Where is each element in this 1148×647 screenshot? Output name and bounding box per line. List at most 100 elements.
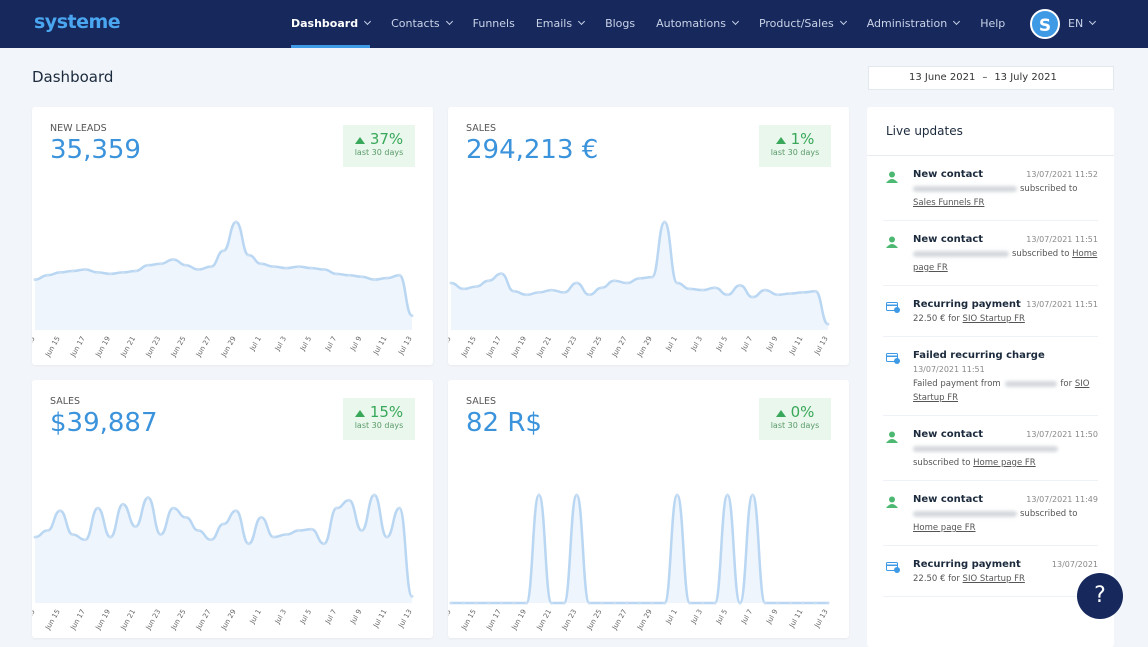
menu-item[interactable]: Automations bbox=[656, 0, 739, 48]
x-tick-label: Jun 25 bbox=[169, 608, 187, 632]
point bbox=[688, 287, 692, 291]
item-title: Failed recurring charge bbox=[913, 350, 1045, 361]
x-tick-label: Jun 23 bbox=[560, 608, 578, 632]
x-tick-label: Jun 25 bbox=[169, 335, 187, 359]
point bbox=[196, 268, 200, 272]
point bbox=[184, 263, 188, 267]
language[interactable]: EN bbox=[1068, 0, 1097, 48]
live-item: New contact 13/07/2021 11:51 subscribed to… bbox=[883, 221, 1098, 286]
point bbox=[96, 506, 100, 510]
menu-label[interactable]: Administration bbox=[866, 17, 948, 30]
chart: Jun 13 Jun 15 Jun 17 Jun 19 Jun 21 Jun 23 Jun … bbox=[448, 493, 830, 632]
menu-item[interactable]: Help bbox=[980, 0, 1005, 48]
point bbox=[449, 601, 453, 605]
point bbox=[462, 601, 466, 605]
item-body: Failed payment from for SIO Startup FR bbox=[913, 377, 1098, 405]
item-link[interactable]: SIO Startup FR bbox=[962, 574, 1025, 584]
icon bbox=[886, 236, 898, 253]
point bbox=[297, 529, 301, 533]
x-tick-label: Jun 13 bbox=[448, 608, 453, 632]
point bbox=[58, 509, 62, 513]
point bbox=[247, 542, 251, 546]
point bbox=[372, 493, 376, 497]
x-tick-label: Jul 9 bbox=[348, 335, 363, 353]
x-tick-label: Jun 19 bbox=[94, 335, 112, 359]
point bbox=[347, 273, 351, 277]
line bbox=[450, 493, 828, 605]
menu-item[interactable]: Contacts bbox=[391, 0, 453, 48]
point bbox=[788, 292, 792, 296]
menu-item[interactable]: Product/Sales bbox=[758, 0, 847, 48]
point bbox=[410, 594, 414, 598]
item-title: New contact bbox=[913, 429, 984, 440]
menu-label[interactable]: Help bbox=[980, 17, 1006, 30]
item-link[interactable]: Home page FR bbox=[973, 458, 1036, 468]
x-tick-label: Jun 27 bbox=[194, 608, 212, 632]
point bbox=[209, 265, 213, 269]
point bbox=[46, 273, 50, 277]
menu-item[interactable]: Administration bbox=[866, 0, 961, 48]
point bbox=[159, 533, 163, 537]
card-value: 82 R$ bbox=[466, 408, 542, 438]
item-text: subscribed to bbox=[1012, 249, 1070, 259]
item-body: subscribed to Sales Funnels FR bbox=[913, 182, 1098, 210]
blurred-email bbox=[913, 510, 1017, 517]
point bbox=[575, 281, 579, 285]
item-link[interactable]: Sales Funnels FR bbox=[913, 198, 985, 208]
date-range[interactable]: 13 June 2021–13 July 2021 bbox=[868, 66, 1114, 90]
point bbox=[83, 538, 87, 542]
menu-label[interactable]: Emails bbox=[535, 17, 573, 30]
avatar[interactable]: S bbox=[1030, 9, 1060, 39]
item-time: 13/07/2021 bbox=[1051, 560, 1098, 569]
menu-label[interactable]: Dashboard bbox=[291, 17, 359, 30]
point bbox=[826, 601, 830, 605]
menu-item[interactable]: Dashboard bbox=[291, 0, 372, 48]
area bbox=[35, 495, 412, 603]
item-link[interactable]: SIO Startup FR bbox=[913, 379, 1090, 403]
logo[interactable]: systeme bbox=[34, 11, 121, 33]
point bbox=[763, 288, 767, 292]
x-tick-label: Jul 7 bbox=[323, 608, 338, 626]
point bbox=[134, 269, 138, 273]
date-start: 13 June 2021 bbox=[909, 72, 976, 83]
point bbox=[360, 529, 364, 533]
menu-label[interactable]: Funnels bbox=[472, 17, 515, 30]
item-link[interactable]: Home page FR bbox=[913, 523, 976, 533]
item-link[interactable]: Home page FR bbox=[913, 249, 1098, 273]
point bbox=[121, 502, 125, 506]
menu-item[interactable]: Blogs bbox=[605, 0, 635, 48]
help-button[interactable]: ? bbox=[1077, 573, 1123, 619]
point bbox=[184, 515, 188, 519]
language-label[interactable]: EN bbox=[1068, 17, 1084, 30]
point bbox=[234, 220, 238, 224]
item-time: 13/07/2021 11:52 bbox=[1026, 170, 1098, 179]
menu-label[interactable]: Automations bbox=[656, 17, 726, 30]
point bbox=[612, 279, 616, 283]
x-tick-label: Jun 21 bbox=[119, 608, 137, 632]
item-body: subscribed to Home page FR bbox=[913, 507, 1098, 535]
x-tick-label: Jun 29 bbox=[635, 335, 653, 359]
x-tick-label: Jul 3 bbox=[689, 608, 704, 626]
menu-item[interactable]: Funnels bbox=[473, 0, 515, 48]
menu-label[interactable]: Blogs bbox=[605, 17, 636, 30]
item-text2: for bbox=[1060, 379, 1073, 389]
point bbox=[247, 253, 251, 257]
x-tick-label: Jun 13 bbox=[32, 608, 37, 632]
point bbox=[638, 276, 641, 280]
item-text: subscribed to bbox=[1020, 509, 1078, 519]
item-title: New contact bbox=[913, 494, 984, 505]
card-value: $39,887 bbox=[50, 408, 158, 438]
item-time: 13/07/2021 11:51 bbox=[1026, 235, 1098, 244]
point bbox=[46, 529, 50, 533]
page-title: Dashboard bbox=[32, 68, 114, 86]
point bbox=[159, 262, 163, 266]
menu-label[interactable]: Contacts bbox=[391, 17, 440, 30]
item-link[interactable]: SIO Startup FR bbox=[962, 314, 1025, 324]
point bbox=[625, 281, 629, 285]
chart: Jun 13 Jun 15 Jun 17 Jun 19 Jun 21 Jun 23 Jun … bbox=[32, 220, 414, 359]
menu-item[interactable]: Emails bbox=[535, 0, 586, 48]
menu-label[interactable]: Product/Sales bbox=[758, 17, 834, 30]
x-tick-label: Jun 19 bbox=[510, 608, 528, 632]
item-text: 22.50 € for bbox=[913, 314, 960, 324]
